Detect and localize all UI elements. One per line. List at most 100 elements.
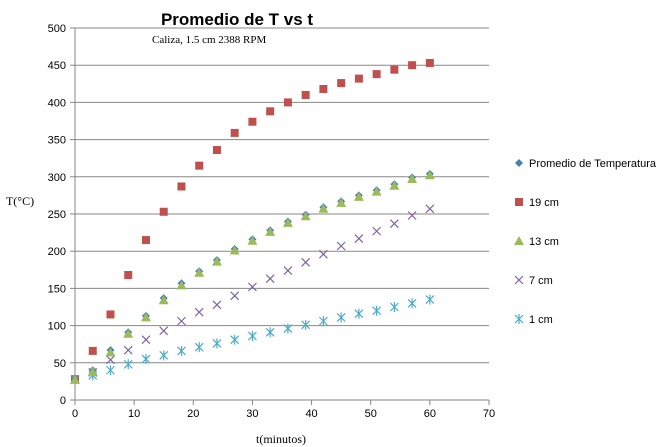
data-point [282, 217, 293, 227]
x-axis-label: t(minutos) [256, 432, 306, 446]
data-point [177, 316, 186, 326]
legend: Promedio de Temperatura 19 cm 13 cm 7 cm 1 c… [514, 158, 657, 326]
data-point [425, 58, 434, 67]
data-point [212, 146, 221, 155]
data-point [248, 331, 257, 342]
legend-label: Promedio de Temperatura [529, 158, 657, 170]
data-point [425, 294, 435, 305]
data-point [318, 203, 329, 213]
x-tick-label: 10 [128, 408, 140, 420]
x-tick-label: 50 [365, 408, 377, 420]
y-tick-label: 350 [48, 135, 66, 147]
x-tick-label: 60 [424, 408, 436, 420]
data-point [371, 186, 382, 196]
data-series [70, 58, 435, 385]
legend-marker [514, 314, 524, 324]
series-3 [70, 204, 435, 385]
data-point [354, 308, 364, 319]
chart-title: Promedio de T vs t [161, 10, 313, 29]
data-point [159, 207, 168, 216]
legend-label: 1 cm [529, 314, 553, 326]
data-point [141, 335, 151, 345]
data-point [194, 342, 204, 353]
chart-subtitle: Caliza, 1.5 cm 2388 RPM [152, 34, 266, 46]
data-point [106, 365, 115, 376]
y-tick-label: 300 [48, 172, 66, 184]
data-point [159, 350, 169, 361]
data-point [247, 235, 258, 245]
x-tick-labels: 0 10 20 30 40 50 60 70 [72, 408, 495, 420]
y-tick-label: 250 [48, 209, 66, 221]
data-point [211, 256, 222, 266]
legend-label: 7 cm [529, 275, 553, 287]
data-point [176, 280, 187, 290]
data-point [106, 310, 115, 319]
data-point [230, 291, 240, 301]
y-tick-label: 450 [48, 60, 66, 72]
data-point [123, 359, 133, 370]
x-tick-label: 0 [72, 408, 78, 420]
data-point [248, 282, 257, 292]
data-point [336, 197, 347, 207]
legend-marker [515, 159, 523, 167]
data-point [283, 98, 292, 107]
legend-entry-3: 7 cm [514, 275, 553, 287]
y-tick-label: 200 [48, 246, 66, 258]
data-point [354, 74, 363, 83]
data-point [390, 65, 399, 74]
data-point [265, 226, 276, 236]
y-tick-label: 400 [48, 97, 66, 109]
x-tick-label: 70 [483, 408, 495, 420]
data-point [424, 170, 435, 180]
data-point [141, 236, 150, 245]
data-point [425, 204, 435, 214]
data-point [106, 355, 115, 365]
data-point [140, 312, 151, 322]
data-point [266, 107, 275, 116]
data-point [336, 312, 346, 323]
data-point [194, 267, 205, 277]
x-tick-label: 20 [187, 408, 199, 420]
data-point [408, 61, 417, 70]
data-point [124, 271, 133, 280]
legend-label: 19 cm [529, 197, 559, 209]
y-tick-label: 50 [54, 358, 66, 370]
y-tick-label: 150 [48, 283, 66, 295]
axes [70, 27, 490, 405]
legend-entry-0: Promedio de Temperatura [515, 158, 657, 170]
data-point [195, 161, 204, 170]
y-tick-label: 0 [60, 395, 66, 407]
data-point [407, 174, 418, 184]
data-point [88, 346, 97, 355]
legend-marker [514, 275, 524, 285]
data-point [159, 326, 169, 336]
legend-entry-2: 13 cm [514, 236, 559, 248]
data-point [389, 302, 399, 312]
data-point [372, 305, 382, 316]
x-tick-label: 40 [305, 408, 317, 420]
data-point [300, 211, 311, 221]
data-point [70, 374, 80, 384]
data-point [230, 334, 240, 345]
data-point [389, 180, 400, 190]
data-point [177, 182, 186, 191]
data-point [194, 307, 204, 317]
data-point [301, 319, 311, 330]
data-point [248, 117, 257, 126]
data-point [212, 300, 222, 310]
gridlines [75, 27, 489, 364]
data-point [301, 90, 310, 99]
legend-label: 13 cm [529, 236, 559, 248]
data-point [353, 191, 364, 201]
data-point [265, 327, 275, 338]
legend-marker [514, 236, 524, 245]
data-point [389, 219, 399, 229]
y-tick-label: 500 [48, 23, 66, 35]
data-point [354, 234, 364, 243]
legend-entry-1: 19 cm [515, 197, 559, 209]
data-point [105, 347, 116, 357]
y-tick-label: 100 [48, 321, 66, 333]
data-point [87, 366, 98, 376]
data-point [158, 295, 169, 305]
